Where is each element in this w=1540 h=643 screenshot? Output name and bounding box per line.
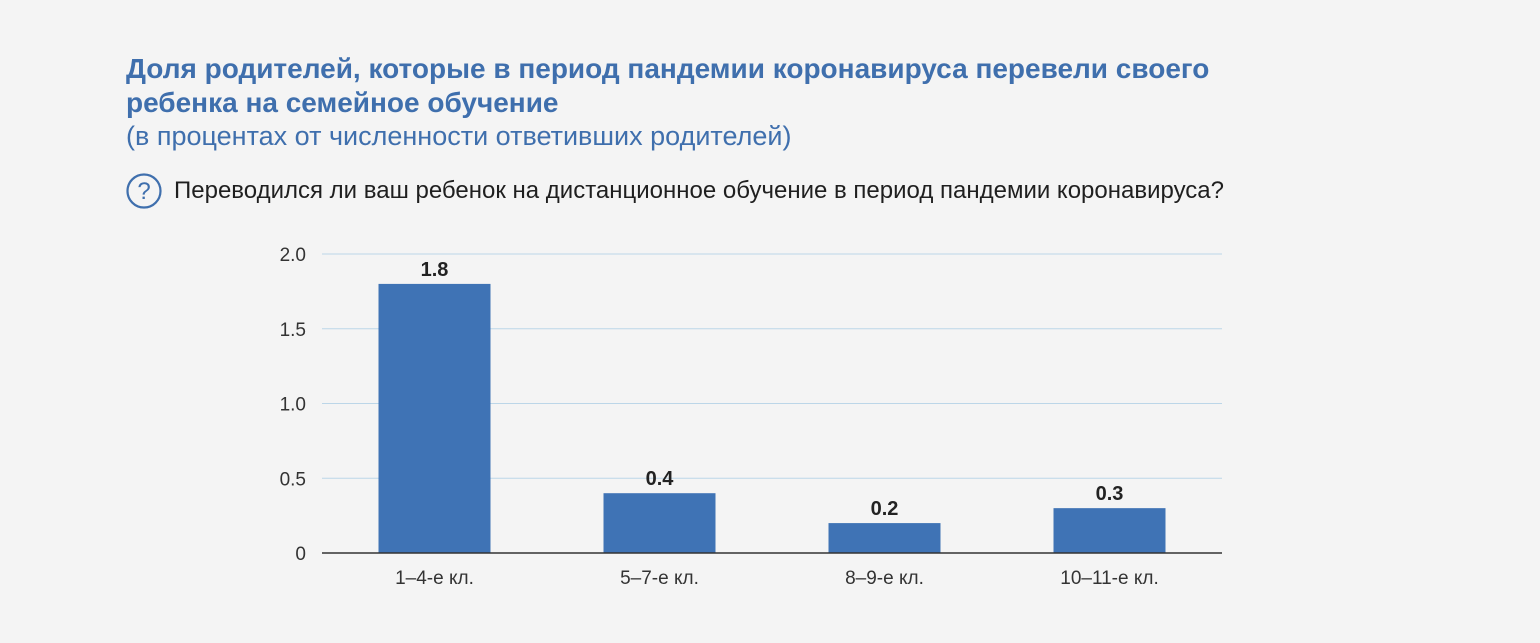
y-tick-label: 0.5: [280, 469, 306, 490]
y-tick-label: 1.5: [280, 320, 306, 341]
bar: [378, 283, 491, 553]
data-label: 1.8: [421, 259, 449, 281]
question-text: Переводился ли ваш ребенок на дистанцион…: [174, 177, 1224, 204]
question-circle-icon: ?: [126, 173, 162, 209]
data-label: 0.4: [646, 468, 675, 490]
bar: [1053, 508, 1166, 553]
x-tick-label: 8–9-е кл.: [845, 568, 924, 589]
data-label: 0.3: [1096, 483, 1124, 505]
x-tick-label: 5–7-е кл.: [620, 568, 699, 589]
x-tick-label: 10–11-е кл.: [1060, 568, 1159, 589]
y-tick-label: 0: [295, 544, 306, 565]
chart-title: Доля родителей, которые в период пандеми…: [126, 53, 1210, 118]
bar: [828, 523, 941, 553]
y-tick-label: 2.0: [280, 245, 306, 266]
y-tick-label: 1.0: [280, 395, 306, 416]
bar: [603, 493, 716, 553]
x-tick-label: 1–4-е кл.: [395, 568, 474, 589]
data-label: 0.2: [871, 498, 899, 520]
svg-text:?: ?: [137, 178, 150, 205]
chart-subtitle: (в процентах от численности ответивших р…: [126, 121, 792, 151]
survey-question: ? Переводился ли ваш ребенок на дистанци…: [126, 171, 1224, 211]
